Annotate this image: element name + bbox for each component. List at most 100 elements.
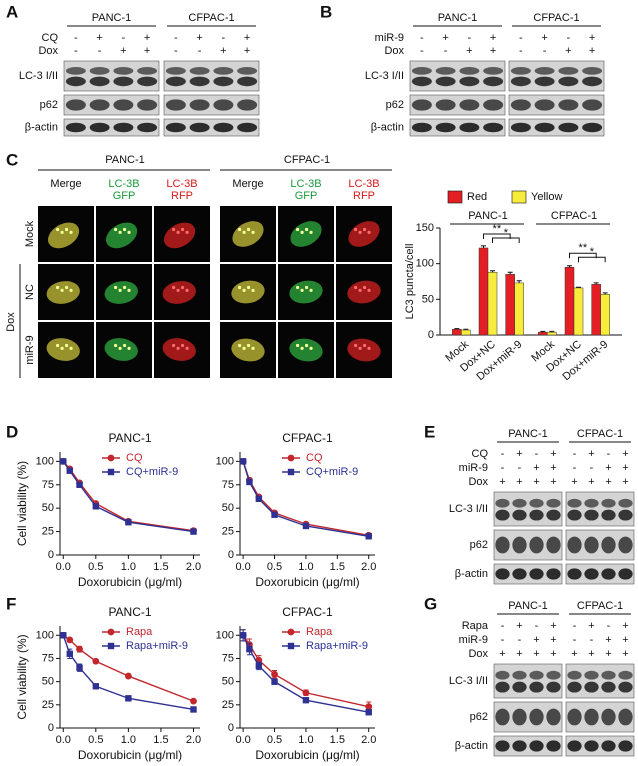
blot-band (483, 99, 504, 111)
blot-band (584, 509, 599, 521)
bar (461, 329, 471, 336)
puncta (118, 288, 122, 292)
blot-band (435, 99, 456, 111)
puncta (185, 346, 189, 350)
blot-band (189, 67, 210, 75)
blot-band (582, 99, 603, 111)
marker (302, 696, 310, 704)
condition-sign: + (516, 448, 522, 460)
condition-sign: + (490, 45, 496, 57)
blot-band (137, 67, 158, 75)
blot-band (546, 509, 561, 521)
condition-sign: - (590, 462, 594, 474)
blot-band (567, 509, 582, 521)
blot-band (618, 708, 633, 726)
puncta (118, 230, 122, 234)
blot-band (89, 67, 110, 75)
marker (271, 670, 278, 678)
puncta (114, 343, 118, 348)
bar (514, 282, 524, 336)
blot-band (237, 67, 258, 75)
puncta (56, 227, 60, 232)
blot-band (534, 99, 555, 111)
panel-label: F (6, 595, 16, 614)
cell-signal (46, 338, 80, 361)
puncta (309, 346, 313, 350)
error-bar (602, 292, 608, 295)
cell-line-header: CFPAC-1 (188, 12, 234, 24)
puncta (246, 343, 251, 348)
blot-membrane (565, 735, 635, 757)
condition-sign: + (571, 648, 577, 660)
blot-band (411, 122, 432, 133)
condition-sign: + (490, 32, 496, 44)
blot-band (567, 670, 582, 680)
chart-title: CFPAC-1 (282, 605, 333, 619)
blot-band (618, 681, 633, 693)
marker (66, 636, 74, 644)
x-tick-label: 1.0 (298, 734, 313, 746)
puncta (64, 343, 69, 348)
bar (573, 287, 584, 336)
blot-band (584, 740, 599, 752)
puncta (118, 346, 122, 350)
blot-band (529, 536, 544, 554)
y-tick-label: 0 (48, 722, 54, 734)
blot-band (165, 122, 186, 133)
condition-sign: - (518, 462, 522, 474)
imaging-header: PANC-1 (105, 154, 145, 166)
blot-band (601, 536, 616, 554)
error-bar (454, 328, 460, 330)
band-label: β-actin (455, 568, 488, 580)
condition-sign: + (516, 476, 522, 488)
blot-band (495, 536, 510, 554)
blot-band (529, 670, 544, 680)
marker (125, 519, 132, 526)
blot-band (137, 76, 158, 87)
puncta (246, 285, 251, 290)
condition-sign: - (444, 45, 448, 57)
condition-sign: + (622, 448, 628, 460)
cell-line-header: PANC-1 (508, 600, 548, 612)
condition-sign: + (499, 648, 505, 660)
y-tick-label: 0 (428, 329, 434, 341)
blot-membrane (409, 94, 506, 116)
error-bar (540, 330, 546, 333)
blot-band (584, 708, 599, 726)
legend-swatch (447, 190, 463, 204)
blot-band (510, 76, 531, 87)
channel-label: LC-3B (166, 178, 197, 190)
blot-band (529, 740, 544, 752)
puncta (238, 285, 242, 290)
puncta (114, 227, 118, 232)
y-tick-label: 25 (222, 526, 234, 538)
condition-sign: - (535, 448, 539, 460)
puncta (185, 230, 189, 234)
blot-band (534, 122, 555, 133)
band-label: p62 (40, 99, 58, 111)
blot-membrane (565, 491, 635, 527)
blot-band (512, 708, 527, 726)
marker (190, 706, 197, 713)
cell-signal (104, 338, 138, 361)
puncta (300, 346, 304, 350)
blot-band (435, 67, 456, 75)
y-tick-label: 25 (42, 526, 54, 538)
blot-membrane (409, 60, 506, 92)
blot-band (189, 76, 210, 87)
panel-label: E (424, 423, 435, 442)
blot-band (567, 498, 582, 508)
blot-band (618, 509, 633, 521)
legend-label: CQ (306, 452, 323, 464)
condition-sign: + (550, 448, 556, 460)
puncta (176, 288, 180, 292)
row-label: Mock (24, 220, 36, 247)
y-tick-label: 50 (222, 676, 234, 688)
marker (190, 528, 197, 535)
blot-band (558, 76, 579, 87)
cell-signal (105, 222, 138, 249)
condition-sign: + (589, 45, 595, 57)
cell-signal (104, 281, 138, 304)
condition-sign: - (501, 462, 505, 474)
